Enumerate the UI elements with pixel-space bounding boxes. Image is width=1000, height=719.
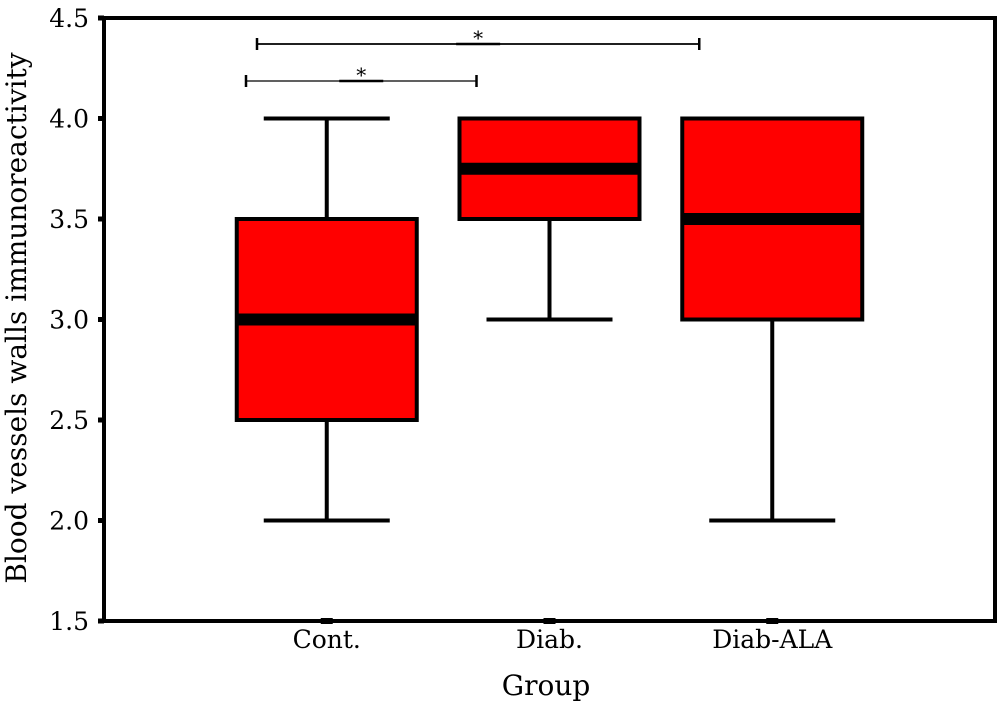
- y-tick-label: 2.0: [49, 507, 89, 536]
- y-tick-label: 4.5: [49, 4, 89, 33]
- significance-layer: **: [244, 26, 701, 87]
- y-axis-title: Blood vessels walls immunoreactivity: [0, 52, 33, 583]
- x-axis-ticks: Cont. Diab. Diab-ALA: [293, 618, 833, 654]
- box-group: [234, 116, 419, 523]
- significance-label: *: [356, 63, 366, 87]
- significance-label: *: [473, 26, 483, 50]
- y-tick-label: 4.0: [49, 105, 89, 134]
- y-tick-label: 3.5: [49, 205, 89, 234]
- significance-bracket: *: [255, 26, 701, 50]
- x-tick-label: Cont.: [293, 625, 361, 654]
- y-tick-label: 3.0: [49, 306, 89, 335]
- median-line: [236, 313, 417, 326]
- x-tick-label: Diab.: [516, 625, 583, 654]
- x-tick-label: Diab-ALA: [712, 625, 833, 654]
- y-tick-label: 2.5: [49, 406, 89, 435]
- y-tick-label: 1.5: [49, 607, 89, 636]
- boxes-layer: [234, 116, 865, 523]
- median-line: [459, 162, 640, 175]
- box-group: [457, 116, 642, 322]
- y-axis-ticks: 1.5 2.0 2.5 3.0 3.5 4.0 4.5: [49, 4, 104, 636]
- significance-bracket: *: [244, 63, 478, 87]
- x-axis-title: Group: [502, 669, 591, 702]
- box-group: [680, 116, 865, 523]
- median-line: [682, 213, 863, 225]
